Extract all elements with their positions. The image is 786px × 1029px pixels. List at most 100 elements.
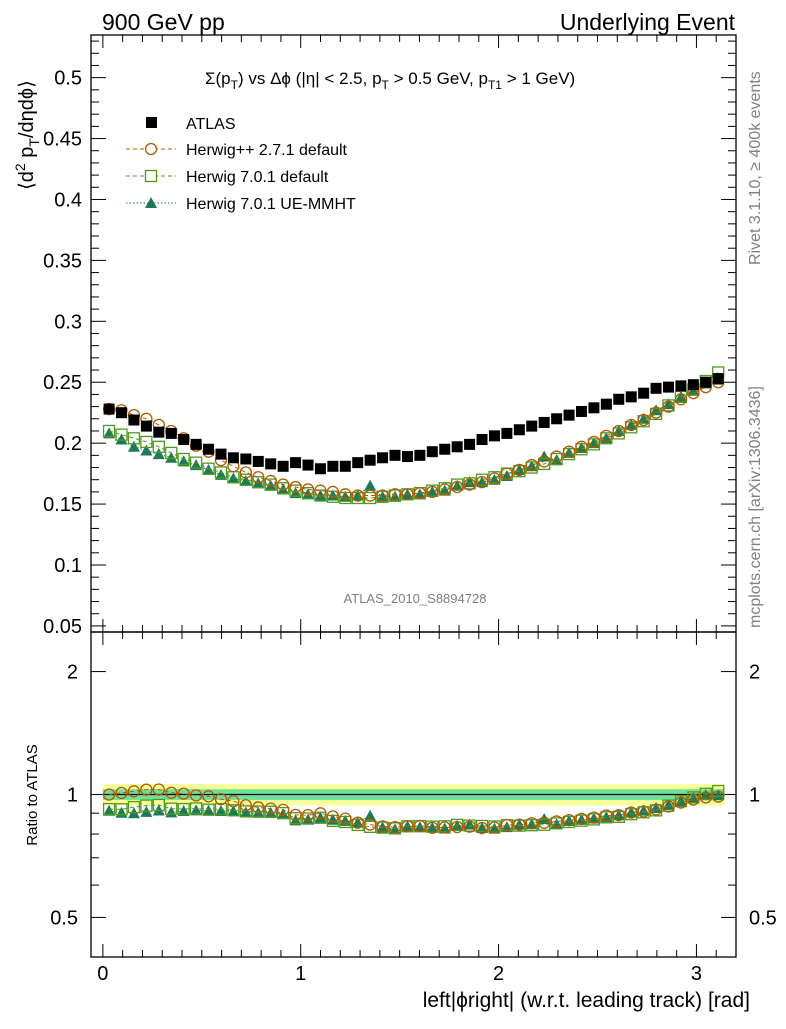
ratio-point-herwig-2-7-1-default xyxy=(202,790,215,803)
ratio-point-herwig-2-7-1-default xyxy=(463,820,476,833)
ratio-point-herwig-2-7-1-default xyxy=(712,790,725,803)
ratio-point-herwig-7-0-1-default xyxy=(326,814,340,828)
point-atlas xyxy=(426,446,438,458)
ratio-point-herwig-2-7-1-default xyxy=(401,820,414,833)
point-atlas xyxy=(178,433,190,445)
point-herwig-2-7-1-default xyxy=(500,467,514,480)
point-herwig-7-0-1-ue-mmht xyxy=(152,448,165,460)
ratio-point-herwig-7-0-1-ue-mmht xyxy=(413,821,426,833)
point-herwig-2-7-1-default xyxy=(326,485,340,499)
point-herwig-7-0-1-ue-mmht xyxy=(438,484,451,496)
point-atlas xyxy=(327,460,339,472)
ratio-point-herwig-2-7-1-default xyxy=(314,807,327,820)
series-line-herwig-7-0-1-default xyxy=(108,372,719,499)
point-atlas xyxy=(364,454,376,466)
ratio-point-herwig-2-7-1-default xyxy=(538,816,551,829)
point-herwig-7-0-1-ue-mmht xyxy=(202,463,215,475)
point-herwig-2-7-1-default xyxy=(625,418,638,432)
ratio-tick-label: 1 xyxy=(67,785,78,807)
point-atlas xyxy=(153,426,165,438)
ratio-point-herwig-7-0-1-ue-mmht xyxy=(426,821,439,833)
point-herwig-2-7-1-default xyxy=(550,450,563,463)
legend-marker-herwigpp xyxy=(144,142,158,156)
ratio-point-herwig-2-7-1-default xyxy=(600,809,613,822)
point-herwig-7-0-1-default xyxy=(214,466,228,479)
ratio-point-herwig-7-0-1-ue-mmht xyxy=(650,802,663,814)
point-herwig-7-0-1-default xyxy=(177,452,190,466)
point-herwig-2-7-1-default xyxy=(488,472,501,485)
point-atlas xyxy=(538,416,550,428)
legend-marker-herwig7-mmht xyxy=(145,197,157,208)
ratio-point-herwig-7-0-1-default xyxy=(314,811,327,824)
ratio-point-herwig-2-7-1-default xyxy=(364,818,377,831)
ratio-point-herwig-2-7-1-default xyxy=(488,821,501,834)
ratio-point-herwig-2-7-1-default xyxy=(140,783,153,796)
ratio-y-axis-title: Ratio to ATLAS xyxy=(24,744,41,845)
ratio-point-herwig-7-0-1-ue-mmht xyxy=(177,804,190,816)
point-herwig-7-0-1-ue-mmht xyxy=(239,474,252,486)
ratio-point-herwig-7-0-1-default xyxy=(189,802,203,815)
point-herwig-2-7-1-default xyxy=(364,489,377,502)
point-herwig-2-7-1-default xyxy=(562,445,576,458)
point-herwig-7-0-1-default xyxy=(140,435,153,449)
ratio-point-herwig-7-0-1-ue-mmht xyxy=(364,809,377,821)
point-herwig-7-0-1-ue-mmht xyxy=(451,479,464,491)
y-tick-label: 0.5 xyxy=(54,68,82,90)
point-herwig-7-0-1-default xyxy=(189,456,203,469)
ratio-point-herwig-7-0-1-ue-mmht xyxy=(301,813,314,825)
point-herwig-7-0-1-ue-mmht xyxy=(376,490,389,502)
point-atlas xyxy=(277,460,289,472)
header-left: 900 GeV pp xyxy=(102,9,225,35)
ratio-point-herwig-2-7-1-default xyxy=(388,821,402,834)
point-herwig-2-7-1-default xyxy=(637,413,650,427)
ratio-point-herwig-2-7-1-default xyxy=(264,802,277,815)
point-herwig-7-0-1-ue-mmht xyxy=(264,479,277,491)
point-herwig-7-0-1-ue-mmht xyxy=(650,404,663,416)
x-tick-label: 1 xyxy=(295,963,306,985)
point-atlas xyxy=(551,413,563,425)
point-herwig-2-7-1-default xyxy=(264,474,277,488)
x-tick-label: 0 xyxy=(97,963,108,985)
ratio-tick-label: 0.5 xyxy=(50,907,78,929)
ratio-point-herwig-2-7-1-default xyxy=(152,783,165,796)
legend: ATLAS Herwig++ 2.7.1 default Herwig 7.0.… xyxy=(126,116,356,213)
series-line-herwig-2-7-1-default xyxy=(109,381,719,497)
ratio-point-herwig-7-0-1-default xyxy=(177,802,190,816)
point-atlas xyxy=(613,393,625,405)
ratio-point-herwig-2-7-1-default xyxy=(475,821,489,835)
point-atlas xyxy=(662,381,674,393)
point-atlas xyxy=(302,459,314,471)
ratio-point-herwig-2-7-1-default xyxy=(687,793,700,806)
point-atlas xyxy=(377,452,389,464)
ratio-point-herwig-2-7-1-default xyxy=(339,812,352,825)
ratio-point-herwig-7-0-1-default xyxy=(289,812,302,825)
ratio-point-herwig-2-7-1-default xyxy=(513,818,526,831)
point-herwig-7-0-1-default xyxy=(102,424,116,438)
ratio-point-herwig-7-0-1-default xyxy=(239,805,252,818)
ratio-point-herwig-2-7-1-default xyxy=(587,811,601,824)
ratio-point-herwig-7-0-1-default xyxy=(214,802,228,816)
point-herwig-2-7-1-default xyxy=(600,429,613,442)
point-atlas xyxy=(526,420,538,432)
point-atlas xyxy=(650,382,662,394)
point-herwig-7-0-1-ue-mmht xyxy=(687,384,700,396)
ratio-point-herwig-7-0-1-default xyxy=(712,784,725,798)
plot-title: Σ(pT) vs Δϕ (|η| < 2.5, pT > 0.5 GeV, pT… xyxy=(205,69,575,92)
point-atlas xyxy=(401,451,413,463)
ratio-plot-marks xyxy=(102,783,725,835)
point-atlas xyxy=(638,387,650,399)
point-atlas xyxy=(464,438,476,450)
point-herwig-7-0-1-ue-mmht xyxy=(214,468,227,480)
point-herwig-7-0-1-ue-mmht xyxy=(488,473,501,485)
main-plot-marks xyxy=(102,366,725,505)
point-herwig-7-0-1-ue-mmht xyxy=(190,459,203,471)
point-herwig-7-0-1-default xyxy=(301,486,315,500)
y-tick-label: 0.2 xyxy=(54,433,82,455)
ratio-point-herwig-2-7-1-default xyxy=(351,816,364,829)
ratio-point-herwig-2-7-1-default xyxy=(276,803,290,816)
ratio-point-herwig-2-7-1-default xyxy=(189,789,203,802)
ratio-point-herwig-7-0-1-ue-mmht xyxy=(214,805,227,817)
x-tick-label: 2 xyxy=(493,963,504,985)
mcplots-label: mcplots.cern.ch [arXiv:1306.3436] xyxy=(747,386,764,628)
point-herwig-7-0-1-ue-mmht xyxy=(177,455,190,467)
